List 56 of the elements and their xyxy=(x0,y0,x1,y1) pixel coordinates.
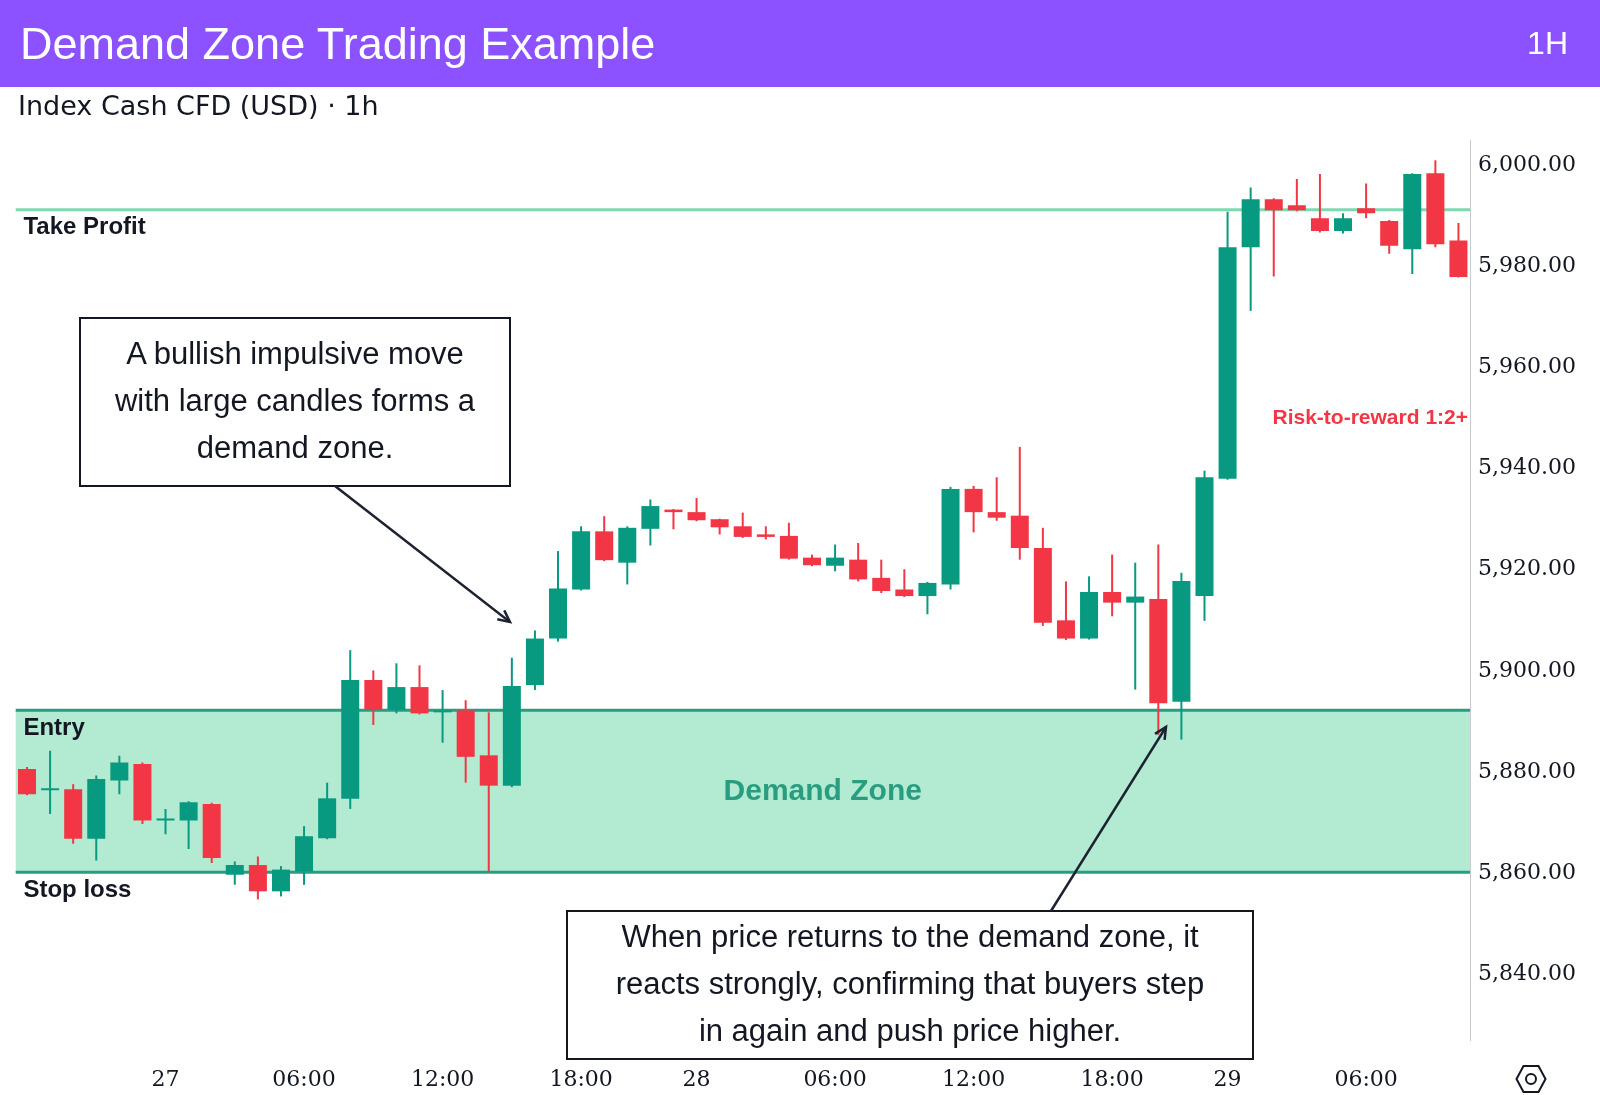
candlestick xyxy=(1264,197,1283,278)
annotation: Risk-to-reward 1:2+ xyxy=(1272,404,1468,428)
candlestick xyxy=(872,558,891,595)
y-tick-label: 5,840.00 xyxy=(1478,959,1576,985)
candlestick xyxy=(225,860,244,886)
x-tick-label: 06:00 xyxy=(803,1065,867,1091)
ref-line-label: Stop loss xyxy=(23,874,132,902)
ref-line-label: Entry xyxy=(23,712,86,740)
candlestick xyxy=(849,541,868,583)
candlestick xyxy=(1056,580,1075,642)
candlestick xyxy=(387,662,406,715)
candlestick xyxy=(179,800,198,850)
y-tick-label: 5,980.00 xyxy=(1478,252,1576,278)
x-tick-label: 06:00 xyxy=(272,1065,336,1091)
candlestick xyxy=(1126,561,1145,691)
candlestick xyxy=(641,498,660,547)
candlestick xyxy=(110,754,129,796)
x-tick-label: 06:00 xyxy=(1334,1065,1398,1091)
x-tick-label: 18:00 xyxy=(549,1065,613,1091)
y-tick-label: 5,960.00 xyxy=(1478,353,1576,379)
candlestick xyxy=(1357,182,1376,220)
x-tick-label: 27 xyxy=(151,1065,180,1091)
candlestick xyxy=(733,511,752,539)
band-label: Demand Zone xyxy=(723,772,922,806)
candlestick xyxy=(433,689,452,744)
text: 1H xyxy=(1527,24,1568,63)
candlestick xyxy=(1334,212,1353,235)
x-tick-label: 28 xyxy=(682,1065,711,1091)
chart-title: Demand Zone Trading Example xyxy=(20,17,656,71)
y-tick-label: 6,000.00 xyxy=(1478,151,1576,176)
candlestick xyxy=(41,749,60,815)
y-tick-label: 5,900.00 xyxy=(1478,656,1576,682)
x-tick-label: 12:00 xyxy=(410,1065,475,1091)
y-tick-label: 5,920.00 xyxy=(1478,555,1576,581)
annotation: A bullish impulsive move with large candles forms a demand zone. xyxy=(113,335,476,465)
candlestick xyxy=(826,543,845,573)
ref-line-label: Take Profit xyxy=(23,212,146,240)
y-tick-label: 5,880.00 xyxy=(1478,757,1576,783)
candlestick xyxy=(156,807,175,836)
candlestick xyxy=(987,476,1006,522)
annotation: When price returns to the demand zone, it reacts strongly, confirming that buyers step in again and push price higher. xyxy=(615,918,1205,1048)
x-tick-label: 12:00 xyxy=(941,1065,1006,1091)
candlestick xyxy=(1287,177,1306,213)
candlestick xyxy=(779,521,798,561)
chart-subtitle: Index Cash CFD (USD) · 1h xyxy=(18,89,379,123)
candlestick xyxy=(1103,553,1122,618)
candlestick xyxy=(964,484,983,534)
candlestick xyxy=(918,580,937,616)
x-tick-label: 18:00 xyxy=(1080,1065,1144,1091)
x-tick-label: 29 xyxy=(1213,1065,1242,1091)
candlestick xyxy=(687,496,706,523)
candlestick xyxy=(271,865,290,898)
candlestick xyxy=(895,568,914,599)
y-tick-label: 5,860.00 xyxy=(1478,858,1576,884)
y-tick-label: 5,940.00 xyxy=(1478,454,1576,480)
candlestick xyxy=(1310,172,1329,234)
